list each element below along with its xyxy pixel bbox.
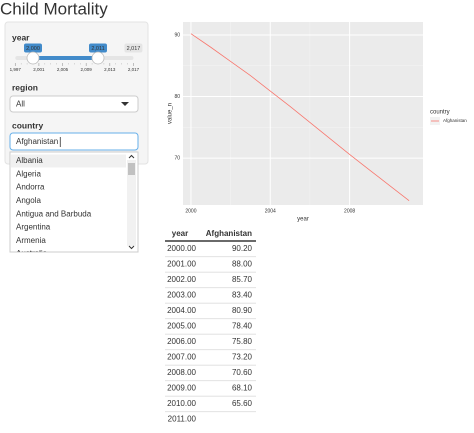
table-cell: 2007.00 bbox=[167, 353, 196, 362]
country-input-text: Afghanistan bbox=[16, 137, 58, 146]
data-table: year Afghanistan 2000.00 90.20 2001.00 88.00 2… bbox=[165, 229, 256, 424]
dropdown-option: Albania bbox=[16, 156, 43, 165]
table-cell: 2006.00 bbox=[167, 337, 196, 346]
table-cell: 2005.00 bbox=[167, 322, 196, 331]
table-cell: 85.70 bbox=[232, 275, 253, 284]
table-cell: 2010.00 bbox=[167, 399, 196, 408]
x-tick-label: 2004 bbox=[265, 208, 276, 214]
table-cell: 73.20 bbox=[232, 353, 253, 362]
y-tick-label: 90 bbox=[174, 32, 180, 38]
table-cell: 80.90 bbox=[232, 306, 253, 315]
dropdown-option: Algeria bbox=[16, 169, 41, 178]
country-label: country bbox=[12, 120, 43, 130]
region-select[interactable] bbox=[9, 95, 139, 113]
table-cell: 78.40 bbox=[232, 322, 253, 331]
dropdown-option: Australia bbox=[16, 249, 48, 258]
slider-handle bbox=[26, 51, 40, 65]
table-header: Afghanistan bbox=[206, 229, 252, 238]
slider-tick-label: 2,001 bbox=[33, 67, 45, 72]
table-cell: 2008.00 bbox=[167, 368, 196, 377]
slider-handle bbox=[91, 51, 105, 65]
x-tick-label: 2008 bbox=[344, 208, 355, 214]
slider-tag-label: 2,000 bbox=[26, 46, 40, 52]
table-cell: 90.20 bbox=[232, 244, 253, 253]
table-header: year bbox=[172, 229, 188, 238]
table-cell: 2001.00 bbox=[167, 260, 196, 269]
slider-range bbox=[33, 56, 98, 60]
y-tick-label: 70 bbox=[174, 155, 180, 161]
slider-tick-label: 1,997 bbox=[10, 67, 22, 72]
table-cell: 2000.00 bbox=[167, 244, 196, 253]
scroll-down[interactable] bbox=[128, 245, 135, 250]
table-cell: 2009.00 bbox=[167, 384, 196, 393]
table-cell: 65.60 bbox=[232, 399, 253, 408]
dropdown-option: Argentina bbox=[16, 223, 51, 232]
x-tick-label: 2000 bbox=[185, 208, 196, 214]
year-label: year bbox=[12, 32, 30, 42]
table-cell: 2002.00 bbox=[167, 275, 196, 284]
dropdown-option: Angola bbox=[16, 196, 41, 205]
slider-tag-label: 2,017 bbox=[127, 46, 141, 52]
slider-tag bbox=[124, 43, 143, 53]
region-value: All bbox=[16, 100, 25, 109]
option-highlight bbox=[11, 154, 126, 168]
plot: 70 80 90 2000 2004 2008 year value_n country Afgh… bbox=[168, 22, 467, 223]
data-line bbox=[190, 33, 410, 202]
slider-tag bbox=[24, 43, 42, 53]
scrollbar-track bbox=[127, 160, 136, 246]
legend-label: Afghanistan bbox=[443, 118, 467, 123]
scroll-up[interactable] bbox=[128, 154, 135, 159]
year-slider[interactable]: 1,997 2,001 2,005 2,009 2,013 2,017 2,017 2,000… bbox=[10, 43, 143, 73]
select-caret bbox=[121, 102, 129, 106]
table-cell: 68.10 bbox=[232, 384, 253, 393]
dropdown-option: Andorra bbox=[16, 183, 45, 192]
slider-tag bbox=[89, 43, 107, 53]
table-cell: 83.40 bbox=[232, 291, 253, 300]
y-tick-label: 80 bbox=[174, 94, 180, 100]
slider-tick-label: 2,005 bbox=[57, 67, 69, 72]
table-cell: 2011.00 bbox=[168, 415, 197, 424]
legend-title: country bbox=[430, 110, 450, 116]
table-cell: 2003.00 bbox=[167, 291, 196, 300]
table-cell: 88.00 bbox=[232, 260, 253, 269]
slider-tag-label: 2,011 bbox=[91, 46, 104, 52]
region-label: region bbox=[12, 82, 38, 92]
slider-tick-label: 2,009 bbox=[81, 67, 93, 72]
dropdown-option: Antigua and Barbuda bbox=[16, 209, 92, 218]
table-cell: 75.80 bbox=[232, 337, 253, 346]
slider-tick-label: 2,013 bbox=[104, 67, 116, 72]
country-dropdown bbox=[9, 151, 139, 253]
slider-tick-label: 2,017 bbox=[128, 67, 140, 72]
table-cell: 70.60 bbox=[232, 368, 253, 377]
dropdown-option: Armenia bbox=[16, 236, 46, 245]
app-title: Child Mortality bbox=[0, 0, 108, 18]
x-axis-title: year bbox=[297, 217, 309, 223]
plot-panel bbox=[183, 22, 423, 205]
country-input[interactable] bbox=[9, 132, 139, 151]
table-cell: 2004.00 bbox=[167, 306, 196, 315]
scrollbar-thumb[interactable] bbox=[128, 163, 135, 175]
y-axis-title: value_n bbox=[168, 103, 174, 124]
dropdown-options: Albania Algeria Andorra Angola Antigua and B… bbox=[11, 154, 126, 258]
